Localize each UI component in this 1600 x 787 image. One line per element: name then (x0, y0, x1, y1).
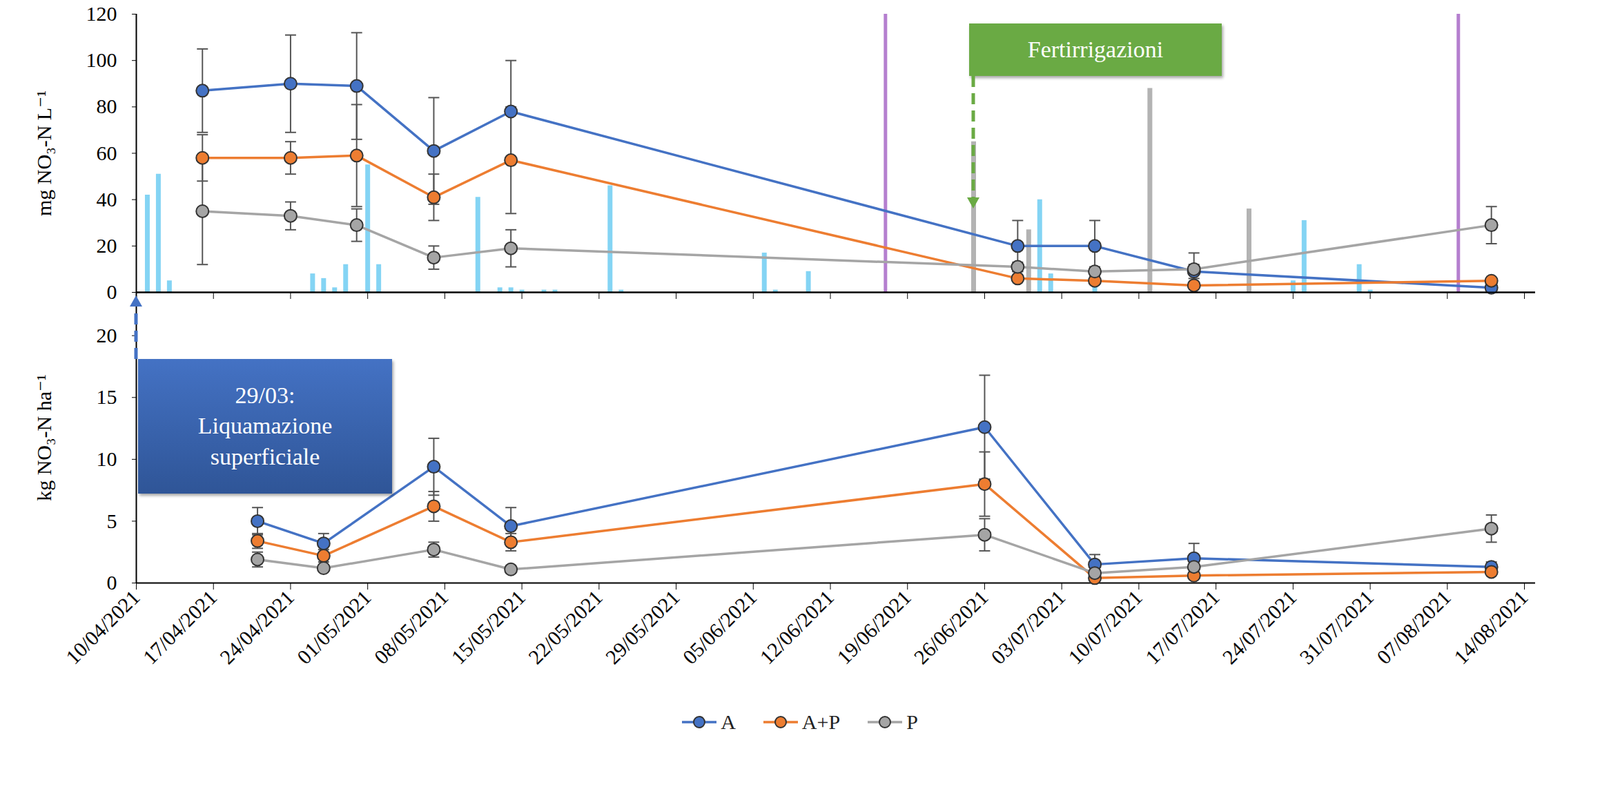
svg-text:17/07/2021: 17/07/2021 (1140, 585, 1224, 669)
html-text:A: A (720, 710, 736, 734)
svg-text:10/07/2021: 10/07/2021 (1063, 585, 1147, 669)
html-text:P: P (906, 710, 918, 734)
svg-text:08/05/2021: 08/05/2021 (369, 585, 453, 669)
svg-text:kg NO₃-N ha⁻¹: kg NO₃-N ha⁻¹ (32, 374, 56, 502)
svg-text:0: 0 (106, 570, 118, 594)
svg-text:14/08/2021: 14/08/2021 (1449, 585, 1533, 669)
svg-text:03/07/2021: 03/07/2021 (986, 585, 1070, 669)
svg-text:26/06/2021: 26/06/2021 (909, 585, 993, 669)
html-text:Fertirrigazioni: Fertirrigazioni (1027, 36, 1164, 63)
svg-text:20: 20 (96, 233, 118, 257)
svg-text:20: 20 (96, 323, 118, 347)
svg-text:80: 80 (96, 94, 118, 118)
svg-text:100: 100 (86, 48, 118, 72)
svg-text:0: 0 (106, 280, 118, 304)
svg-text:mg NO₃-N L⁻¹: mg NO₃-N L⁻¹ (32, 90, 56, 217)
svg-text:29/05/2021: 29/05/2021 (601, 585, 685, 669)
svg-text:40: 40 (96, 187, 118, 211)
svg-text:22/05/2021: 22/05/2021 (523, 585, 607, 669)
svg-text:120: 120 (86, 2, 118, 25)
svg-text:10: 10 (96, 447, 118, 471)
svg-text:10/04/2021: 10/04/2021 (61, 585, 145, 669)
html-text:29/03: Liquamazione superficia: 29/03: Liquamazione superficiale (197, 382, 333, 470)
svg-text:24/04/2021: 24/04/2021 (215, 585, 299, 669)
svg-text:15: 15 (96, 385, 118, 408)
svg-text:31/07/2021: 31/07/2021 (1294, 585, 1378, 669)
html-text:A+P: A+P (801, 710, 841, 734)
svg-text:24/07/2021: 24/07/2021 (1217, 585, 1301, 669)
svg-text:05/06/2021: 05/06/2021 (677, 585, 761, 669)
svg-text:01/05/2021: 01/05/2021 (292, 585, 376, 669)
svg-text:60: 60 (96, 141, 118, 165)
svg-text:19/06/2021: 19/06/2021 (832, 585, 916, 669)
svg-text:17/04/2021: 17/04/2021 (138, 585, 221, 669)
svg-text:07/08/2021: 07/08/2021 (1372, 585, 1456, 669)
svg-text:12/06/2021: 12/06/2021 (755, 585, 838, 669)
svg-text:15/05/2021: 15/05/2021 (446, 585, 530, 669)
svg-text:5: 5 (106, 509, 118, 533)
